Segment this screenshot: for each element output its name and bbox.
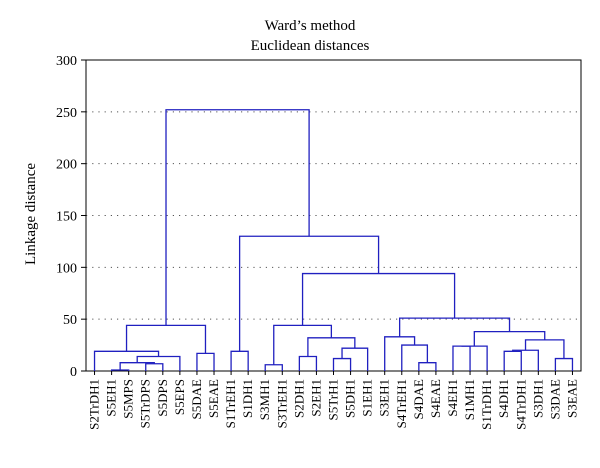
y-tick-label: 0 bbox=[70, 365, 77, 380]
dendrogram-link bbox=[384, 336, 416, 371]
chart-subtitle: Euclidean distances bbox=[251, 38, 370, 54]
leaf-label: S2EH1 bbox=[308, 379, 323, 417]
dendrogram-link bbox=[196, 352, 215, 371]
dendrogram-link bbox=[341, 347, 369, 371]
dendrogram-link bbox=[461, 345, 488, 371]
y-axis-label: Linkage distance bbox=[23, 163, 39, 265]
dendrogram-link bbox=[230, 350, 249, 371]
y-tick-label: 50 bbox=[63, 313, 77, 328]
dendrogram-link bbox=[524, 339, 565, 359]
y-tick-label: 200 bbox=[56, 158, 77, 173]
y-tick-label: 300 bbox=[56, 54, 77, 69]
leaf-label: S5MPS bbox=[121, 379, 136, 419]
leaf-label: S3DH1 bbox=[530, 379, 545, 418]
y-tick-label: 100 bbox=[56, 261, 77, 276]
leaf-label: S2TrDH1 bbox=[87, 379, 102, 430]
dendrogram-link bbox=[452, 345, 471, 371]
leaf-label: S3DAE bbox=[547, 379, 562, 420]
leaf-label: S5TrH1 bbox=[326, 379, 341, 420]
leaf-label: S5EPS bbox=[172, 379, 187, 415]
leaf-label: S3TrEH1 bbox=[274, 379, 289, 428]
y-tick-label: 150 bbox=[56, 210, 77, 225]
leaf-label: S1TrEH1 bbox=[223, 379, 238, 428]
dendrogram-link bbox=[273, 324, 333, 365]
dendrogram-link bbox=[473, 330, 546, 347]
dendrogram-link bbox=[125, 324, 207, 354]
leaf-label: S3EH1 bbox=[377, 379, 392, 417]
dendrogram-links bbox=[93, 109, 574, 371]
leaf-label: S4EAE bbox=[428, 379, 443, 418]
plot-frame bbox=[85, 59, 582, 372]
dendrogram-link bbox=[298, 355, 318, 371]
y-axis: 0 50 100 150 200 250 300 bbox=[56, 54, 86, 380]
leaf-label: S3EAE bbox=[564, 379, 579, 418]
leaf-labels: S2TrDH1 S5EH1 S5MPS S5TrDPS S5DPS S5EPS S5DAE S… bbox=[87, 371, 579, 430]
chart-title: Ward’s method bbox=[265, 18, 356, 34]
dendrogram-link bbox=[554, 357, 574, 371]
dendrogram-link bbox=[418, 362, 437, 371]
dendrogram-link bbox=[512, 349, 539, 371]
leaf-label: S5TrDPS bbox=[138, 379, 153, 428]
leaf-label: S5DAE bbox=[189, 379, 204, 420]
leaf-label: S5EAE bbox=[206, 379, 221, 418]
leaf-label: S1TrDH1 bbox=[479, 379, 494, 430]
dendrogram-link bbox=[145, 363, 164, 371]
leaf-label: S2DH1 bbox=[291, 379, 306, 418]
dendrogram-link bbox=[238, 235, 380, 352]
dendrogram-link bbox=[136, 355, 181, 371]
dendrogram-link bbox=[332, 357, 352, 371]
leaf-label: S5EH1 bbox=[104, 379, 119, 417]
leaf-label: S4EH1 bbox=[445, 379, 460, 417]
dendrogram-link bbox=[264, 364, 283, 371]
dendrogram-link bbox=[165, 109, 310, 326]
dendrogram-link bbox=[503, 350, 522, 371]
leaf-label: S4TrDH1 bbox=[513, 379, 528, 430]
leaf-label: S4DH1 bbox=[496, 379, 511, 418]
leaf-label: S5DH1 bbox=[343, 379, 358, 418]
dendrogram-link bbox=[307, 337, 356, 357]
dendrogram-link bbox=[119, 362, 155, 370]
leaf-label: S1MH1 bbox=[462, 379, 477, 420]
gridlines bbox=[86, 111, 581, 320]
leaf-label: S1DH1 bbox=[240, 379, 255, 418]
leaf-label: S3MH1 bbox=[257, 379, 272, 420]
dendrogram-link bbox=[401, 344, 429, 371]
leaf-label: S5DPS bbox=[155, 379, 170, 417]
dendrogram-link bbox=[93, 350, 160, 371]
leaf-label: S4DAE bbox=[411, 379, 426, 420]
leaf-label: S4TrEH1 bbox=[394, 379, 409, 428]
leaf-label: S1EH1 bbox=[360, 379, 375, 417]
dendrogram-link bbox=[398, 317, 511, 337]
y-tick-label: 250 bbox=[56, 106, 77, 121]
